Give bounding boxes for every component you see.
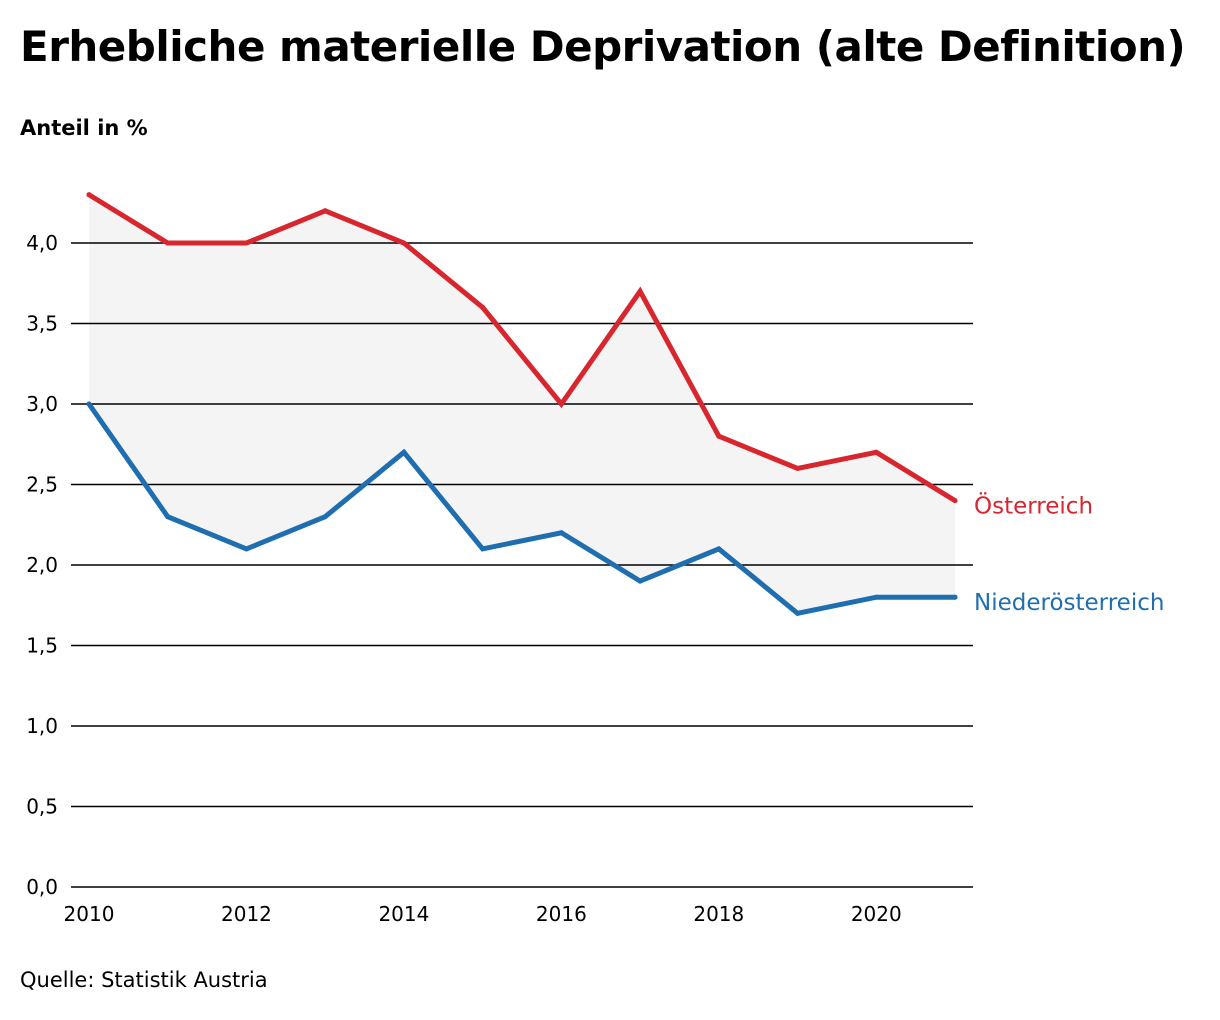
source-note: Quelle: Statistik Austria [20,968,268,992]
y-tick-label: 3,0 [26,392,58,416]
x-tick-label: 2014 [378,902,429,926]
series-line-0 [86,192,958,504]
data-point [558,401,564,407]
data-point [322,514,328,520]
data-point [873,594,879,600]
y-tick-label: 2,0 [26,553,58,577]
data-point [716,546,722,552]
data-point [243,240,249,246]
data-point [480,304,486,310]
data-point [165,514,171,520]
data-point [165,240,171,246]
data-point [952,498,958,504]
series-label-1: Niederösterreich [974,590,1164,616]
data-point [86,192,92,198]
data-point [795,465,801,471]
data-point [716,433,722,439]
series-label-0: Österreich [974,492,1093,520]
data-point [322,208,328,214]
x-tick-label: 2016 [536,902,587,926]
y-tick-label: 1,5 [26,634,58,658]
data-point [480,546,486,552]
x-tick-label: 2018 [693,902,744,926]
chart-title: Erhebliche materielle Deprivation (alte … [20,22,1186,71]
data-point [637,288,643,294]
y-axis-label: Anteil in % [20,116,148,140]
y-tick-label: 0,5 [26,795,58,819]
y-tick-label: 1,0 [26,714,58,738]
x-tick-label: 2012 [221,902,272,926]
x-tick-label: 2010 [64,902,115,926]
y-tick-label: 3,5 [26,312,58,336]
x-tick-label: 2020 [851,902,902,926]
data-point [86,401,92,407]
data-point [558,530,564,536]
series-line-1 [86,401,958,616]
data-point [873,449,879,455]
y-tick-label: 4,0 [26,231,58,255]
y-tick-label: 0,0 [26,875,58,899]
data-point [401,240,407,246]
data-point [952,594,958,600]
data-point [243,546,249,552]
data-point [795,610,801,616]
data-point [401,449,407,455]
y-tick-label: 2,5 [26,473,58,497]
data-point [637,578,643,584]
